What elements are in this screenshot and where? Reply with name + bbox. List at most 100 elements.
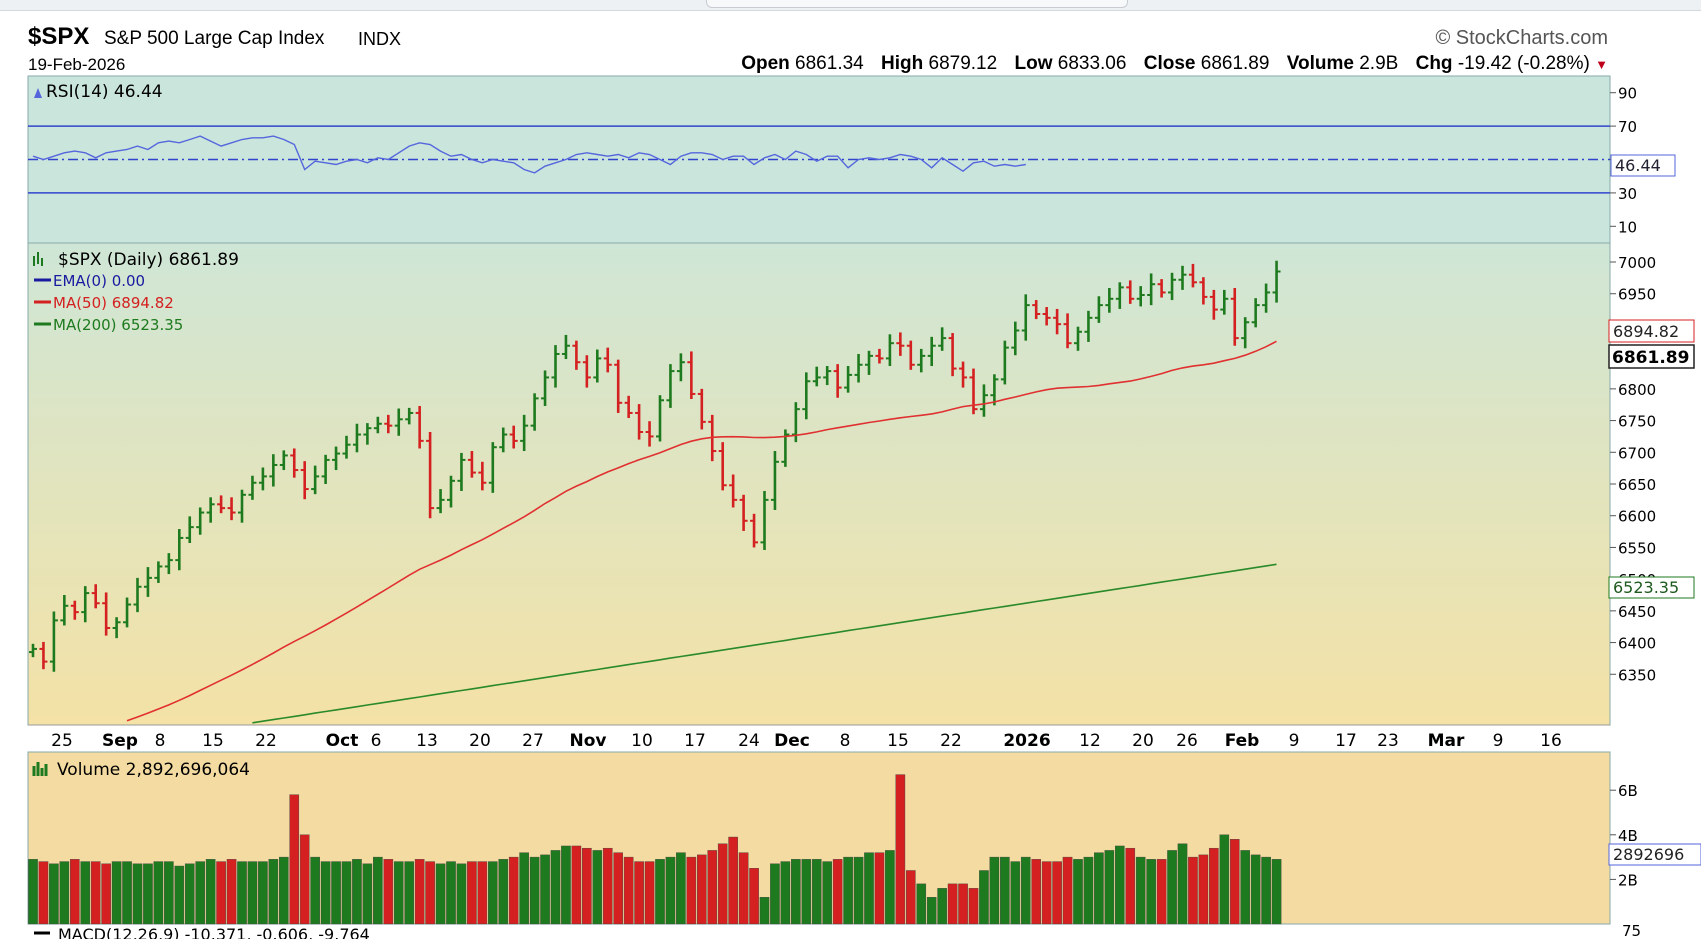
ohlc-bar [405, 407, 414, 425]
volume-bar [895, 774, 906, 925]
x-tick-label: 17 [1335, 731, 1357, 751]
volume-bar [686, 856, 697, 925]
ohlc-bar [551, 345, 560, 388]
ohlc-bar [593, 349, 602, 383]
rsi-legend-text: RSI(14) 46.44 [46, 82, 163, 102]
price-tick-label: 6700 [1618, 444, 1656, 462]
volume-bar [1188, 856, 1198, 925]
ohlc-bar [875, 348, 884, 364]
ohlc-bar [1178, 265, 1187, 290]
x-tick-label: Feb [1225, 731, 1260, 751]
ohlc-bar [969, 368, 978, 415]
ohlc-bar [697, 388, 706, 430]
ohlc-bar [666, 364, 675, 408]
volume-bar [237, 861, 247, 925]
volume-bar [540, 854, 550, 925]
volume-bar [299, 834, 310, 925]
price-legend-main: $SPX (Daily) 6861.89 [58, 250, 239, 270]
ohlc-bar [541, 370, 550, 406]
volume-bar [1083, 856, 1094, 925]
volume-bar [216, 861, 226, 925]
ohlc-bar [206, 497, 215, 523]
volume-bar [101, 863, 111, 925]
volume-tick-label: 6B [1618, 782, 1638, 800]
volume-bar [164, 861, 174, 925]
volume-bar [132, 863, 143, 925]
volume-bar [937, 888, 947, 925]
volume-bar [1062, 856, 1073, 925]
ohlc-bar [426, 431, 435, 519]
volume-bar [80, 861, 91, 925]
ohlc-bar [175, 529, 184, 571]
volume-bar [864, 852, 874, 925]
volume-bar [28, 859, 38, 925]
ema-legend-text: EMA(0) 0.00 [53, 272, 145, 290]
ohlc-bar [269, 454, 278, 487]
rsi-tick-label: 30 [1618, 185, 1637, 203]
ohlc-bar [718, 442, 727, 491]
volume-bar [352, 859, 362, 925]
price-tick-label: 6800 [1618, 381, 1656, 399]
rsi-tick-label: 70 [1618, 118, 1637, 136]
address-bar[interactable] [706, 0, 1128, 8]
volume-bar [989, 856, 1000, 925]
ohlc-bar [1053, 308, 1062, 335]
x-tick-label: 9 [1493, 731, 1504, 751]
ohlc-bar [938, 327, 947, 351]
volume-bar [853, 856, 864, 925]
volume-bar [947, 883, 958, 925]
ohlc-bar [238, 489, 246, 523]
volume-bar [477, 861, 488, 925]
ohlc-bar [687, 351, 696, 400]
ohlc-bar [927, 336, 936, 367]
volume-bar [1104, 850, 1115, 925]
ohlc-bar [676, 353, 685, 382]
ohlc-bar [739, 494, 748, 531]
ohlc-bar [865, 350, 873, 375]
volume-bar [634, 861, 644, 925]
volume-value: 2.9B [1359, 53, 1399, 74]
volume-bar [69, 859, 80, 925]
volume-bar [1177, 843, 1188, 925]
volume-bar [341, 861, 352, 925]
volume-legend: Volume 2,892,696,064 [32, 760, 250, 780]
symbol-description: S&P 500 Large Cap Index [104, 28, 325, 49]
volume-bar [1031, 859, 1041, 925]
volume-bar [111, 861, 122, 925]
volume-bar [1010, 861, 1021, 925]
ohlc-bar [1199, 277, 1208, 305]
volume-tick-label: 4B [1618, 827, 1638, 845]
x-tick-label: Nov [570, 731, 607, 751]
volume-bar [665, 856, 676, 925]
ohlc-bar [729, 474, 738, 508]
ohlc-bar [844, 366, 853, 393]
ohlc-bar [917, 348, 926, 373]
volume-bar [498, 859, 509, 925]
ma50-value-text: 6894.82 [1613, 322, 1679, 341]
volume-bar [550, 850, 561, 925]
volume-bar [49, 863, 59, 925]
volume-bar [717, 843, 728, 925]
ohlc-bar [990, 374, 999, 406]
x-tick-label: Mar [1428, 731, 1465, 751]
x-tick-label: 15 [887, 731, 909, 751]
ohlc-bar [1063, 313, 1072, 349]
volume-bar [613, 852, 623, 925]
volume-bar [916, 883, 927, 925]
ohlc-bar [217, 495, 226, 514]
ohlc-bar [1220, 289, 1229, 315]
macd-axis-tick: 75 [1622, 922, 1641, 939]
x-tick-label: 22 [940, 731, 962, 751]
x-tick-label: 8 [840, 731, 851, 751]
x-tick-label: 13 [416, 731, 438, 751]
volume-plot [28, 774, 1282, 925]
volume-bar [279, 856, 289, 925]
rsi-tick-label: 10 [1618, 218, 1637, 236]
ohlc-bar [384, 414, 393, 434]
x-tick-label: 27 [522, 731, 544, 751]
ohlc-bar [342, 435, 351, 459]
browser-top-strip [0, 0, 1701, 11]
volume-bar [832, 859, 843, 925]
x-tick-label: 23 [1377, 731, 1399, 751]
